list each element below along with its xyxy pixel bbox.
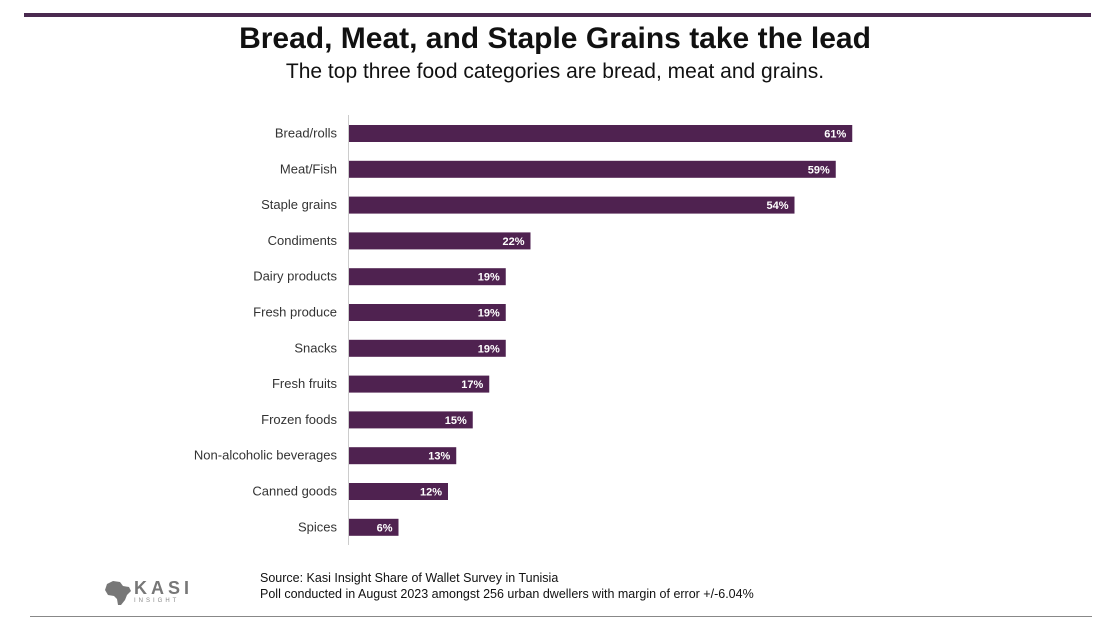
category-label: Condiments xyxy=(268,233,338,248)
category-label: Meat/Fish xyxy=(280,161,337,176)
chart-subtitle: The top three food categories are bread,… xyxy=(285,60,825,83)
bar-chart: Bread/rolls 61% Meat/Fish 59% Staple grains 5… xyxy=(194,115,853,545)
source-note: Source: Kasi Insight Share of Wallet Sur… xyxy=(260,570,754,602)
bar xyxy=(349,375,490,393)
value-label: 13% xyxy=(428,451,450,463)
bars-group: Bread/rolls 61% Meat/Fish 59% Staple grains 5… xyxy=(194,125,853,536)
bar xyxy=(349,411,473,429)
category-label: Staple grains xyxy=(261,197,337,212)
africa-map-icon xyxy=(105,581,131,605)
category-label: Bread/rolls xyxy=(275,126,338,141)
value-label: 17% xyxy=(461,379,483,391)
category-label: Non-alcoholic beverages xyxy=(194,448,338,463)
value-label: 19% xyxy=(478,272,500,284)
bar xyxy=(349,232,531,250)
value-label: 15% xyxy=(445,415,467,427)
category-label: Dairy products xyxy=(253,269,337,284)
category-label: Spices xyxy=(298,519,338,534)
kasi-logo xyxy=(103,578,223,608)
logo-wordmark: KASI xyxy=(134,578,194,598)
source-line-1: Source: Kasi Insight Share of Wallet Sur… xyxy=(260,571,559,585)
value-label: 59% xyxy=(808,164,830,176)
bar xyxy=(349,304,506,321)
bar xyxy=(349,125,853,142)
source-line-2: Poll conducted in August 2023 amongst 25… xyxy=(260,587,754,601)
bottom-rule xyxy=(30,616,1092,617)
category-label: Fresh produce xyxy=(253,305,337,320)
top-rule xyxy=(24,13,1091,17)
bar xyxy=(349,339,506,357)
chart-title: Bread, Meat, and Staple Grains take the … xyxy=(239,22,871,55)
value-label: 12% xyxy=(420,487,442,499)
bar xyxy=(349,518,399,536)
value-label: 61% xyxy=(824,129,846,141)
category-label: Canned goods xyxy=(252,484,337,499)
bar xyxy=(349,160,836,178)
bar xyxy=(349,196,795,214)
bar xyxy=(349,268,506,286)
category-label: Snacks xyxy=(294,340,337,355)
category-label: Frozen foods xyxy=(261,412,337,427)
value-label: 22% xyxy=(502,236,524,248)
value-label: 19% xyxy=(478,308,500,320)
category-label: Fresh fruits xyxy=(272,376,338,391)
value-label: 6% xyxy=(377,522,393,534)
value-label: 19% xyxy=(478,343,500,355)
bar xyxy=(349,483,448,500)
logo-subtext: INSIGHT xyxy=(134,598,180,604)
value-label: 54% xyxy=(766,200,788,212)
bar xyxy=(349,447,457,465)
